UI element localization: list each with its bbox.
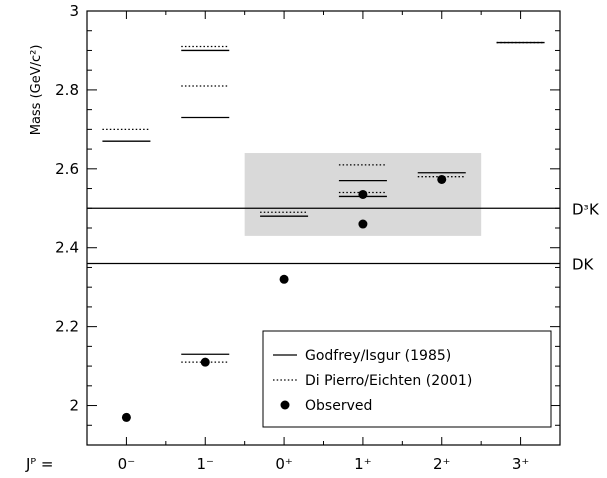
threshold-label: DᶟK — [572, 200, 600, 218]
legend-label: Godfrey/Isgur (1985) — [305, 348, 451, 364]
x-tick-label: 0⁻ — [118, 455, 135, 473]
x-axis-title: Jᴾ = — [25, 455, 53, 473]
legend-label: Observed — [305, 398, 372, 414]
x-tick-label: 0⁺ — [275, 455, 292, 473]
y-tick-label: 3 — [69, 2, 79, 20]
threshold-label: DK — [572, 256, 595, 274]
legend-label: Di Pierro/Eichten (2001) — [305, 373, 472, 389]
observed-point — [358, 219, 368, 229]
y-tick-label: 2.6 — [55, 160, 79, 178]
y-tick-label: 2.2 — [55, 318, 79, 336]
legend-marker — [280, 400, 290, 410]
legend-box — [262, 330, 552, 428]
x-tick-label: 3⁺ — [512, 455, 529, 473]
legend: Godfrey/Isgur (1985) Di Pierro/Eichten (2… — [262, 330, 552, 428]
y-tick-label: 2 — [69, 397, 79, 415]
observed-point — [437, 174, 447, 184]
observed-point — [279, 274, 289, 284]
y-tick-label: 2.8 — [55, 81, 79, 99]
observed-point — [358, 189, 368, 199]
observed-point — [200, 357, 210, 367]
y-tick-label: 2.4 — [55, 239, 79, 257]
x-tick-label: 1⁻ — [197, 455, 214, 473]
x-tick-label: 1⁺ — [354, 455, 371, 473]
x-tick-label: 2⁺ — [433, 455, 450, 473]
y-axis-title: Mass (GeV/c²) — [29, 45, 44, 136]
observed-point — [121, 412, 131, 422]
